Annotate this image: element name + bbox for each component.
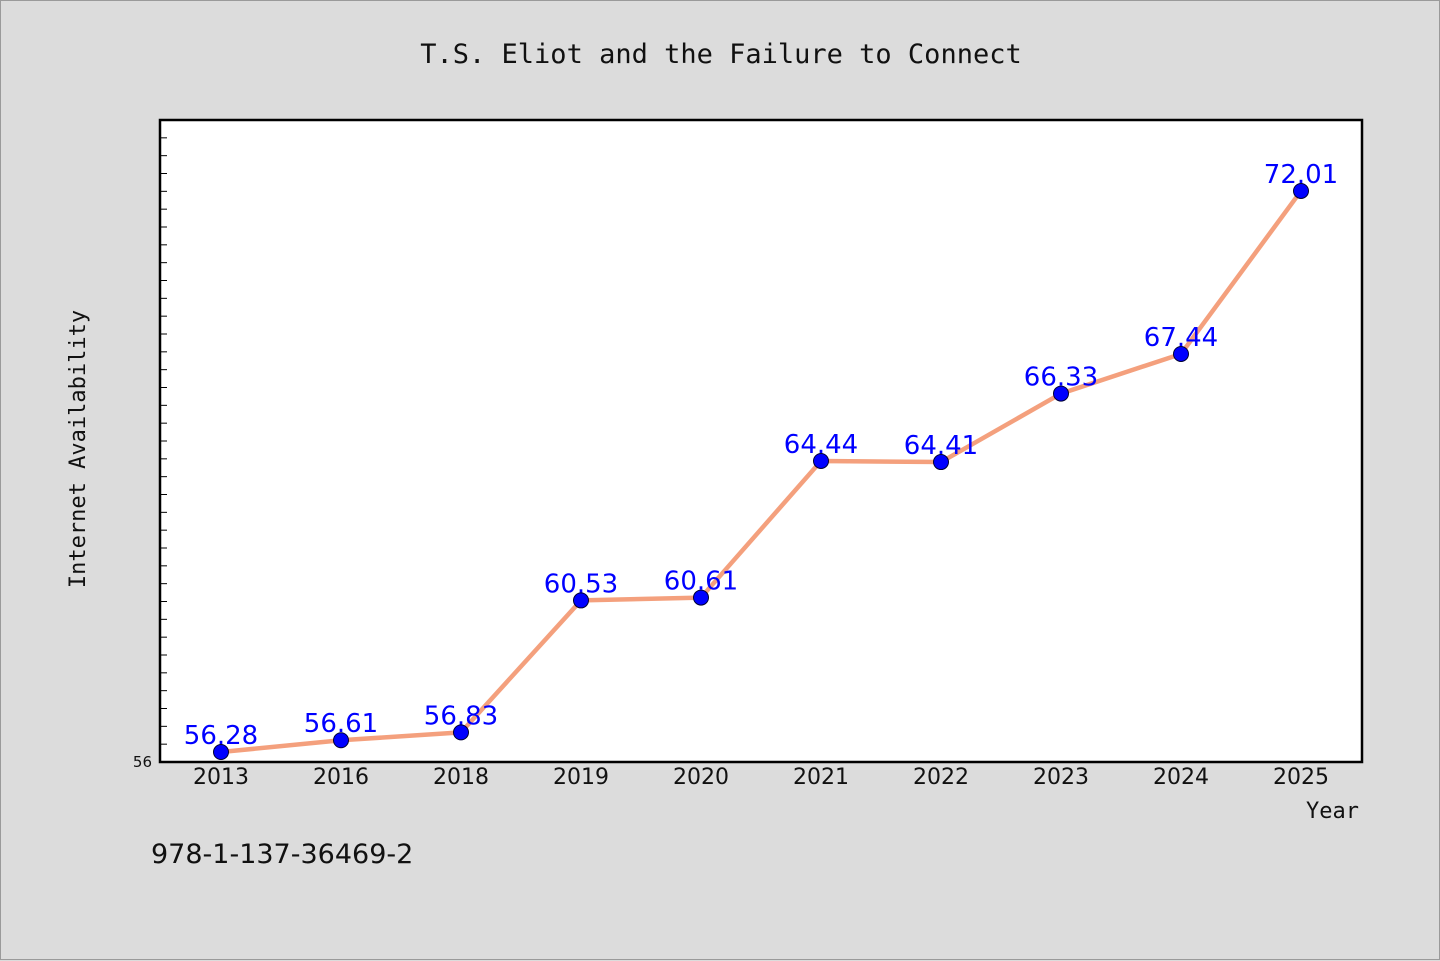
series-markers bbox=[213, 182, 1309, 761]
x-axis-tick-labels: 2013 2016 2018 2019 2020 2021 2022 2023 2024 2025 bbox=[193, 765, 1329, 790]
data-label: 60.61 bbox=[664, 567, 738, 597]
footer-code: 978-1-137-36469-2 bbox=[151, 839, 413, 870]
chart-title: T.S. Eliot and the Failure to Connect bbox=[420, 39, 1021, 70]
data-point bbox=[1293, 182, 1309, 199]
x-tick-label: 2016 bbox=[313, 765, 369, 790]
data-label: 66.33 bbox=[1024, 363, 1098, 393]
data-label: 67.44 bbox=[1144, 323, 1218, 353]
x-tick-label: 2025 bbox=[1273, 765, 1329, 790]
y-axis-label: Internet Availability bbox=[66, 310, 91, 588]
data-label: 56.83 bbox=[424, 701, 498, 731]
x-tick-label: 2021 bbox=[793, 765, 849, 790]
data-point bbox=[333, 732, 349, 749]
data-label: 72.01 bbox=[1264, 160, 1338, 190]
x-tick-label: 2024 bbox=[1153, 765, 1209, 790]
data-point bbox=[213, 744, 229, 761]
x-tick-label: 2020 bbox=[673, 765, 729, 790]
data-point bbox=[1053, 385, 1069, 402]
x-tick-label: 2023 bbox=[1033, 765, 1089, 790]
x-tick-label: 2013 bbox=[193, 765, 249, 790]
data-point bbox=[1173, 345, 1189, 362]
data-point bbox=[693, 589, 709, 606]
data-point bbox=[933, 454, 949, 471]
data-point bbox=[453, 724, 469, 741]
x-axis-label: Year bbox=[1306, 799, 1359, 824]
y-axis-ticks bbox=[160, 137, 167, 745]
x-tick-label: 2019 bbox=[553, 765, 609, 790]
x-tick-label: 2022 bbox=[913, 765, 969, 790]
data-label: 64.41 bbox=[904, 431, 978, 461]
data-point bbox=[813, 452, 829, 469]
data-label: 56.61 bbox=[304, 709, 378, 739]
data-label: 60.53 bbox=[544, 569, 618, 599]
data-label: 56.28 bbox=[184, 721, 258, 751]
plot-area bbox=[158, 118, 1364, 764]
data-point bbox=[573, 592, 589, 609]
data-labels: 56.28 56.61 56.83 60.53 60.61 64.44 64.41 66.33… bbox=[184, 160, 1338, 751]
data-label: 64.44 bbox=[784, 430, 858, 460]
series-line bbox=[220, 189, 1303, 755]
y-min-label: 56 bbox=[133, 753, 152, 771]
x-tick-label: 2018 bbox=[433, 765, 489, 790]
